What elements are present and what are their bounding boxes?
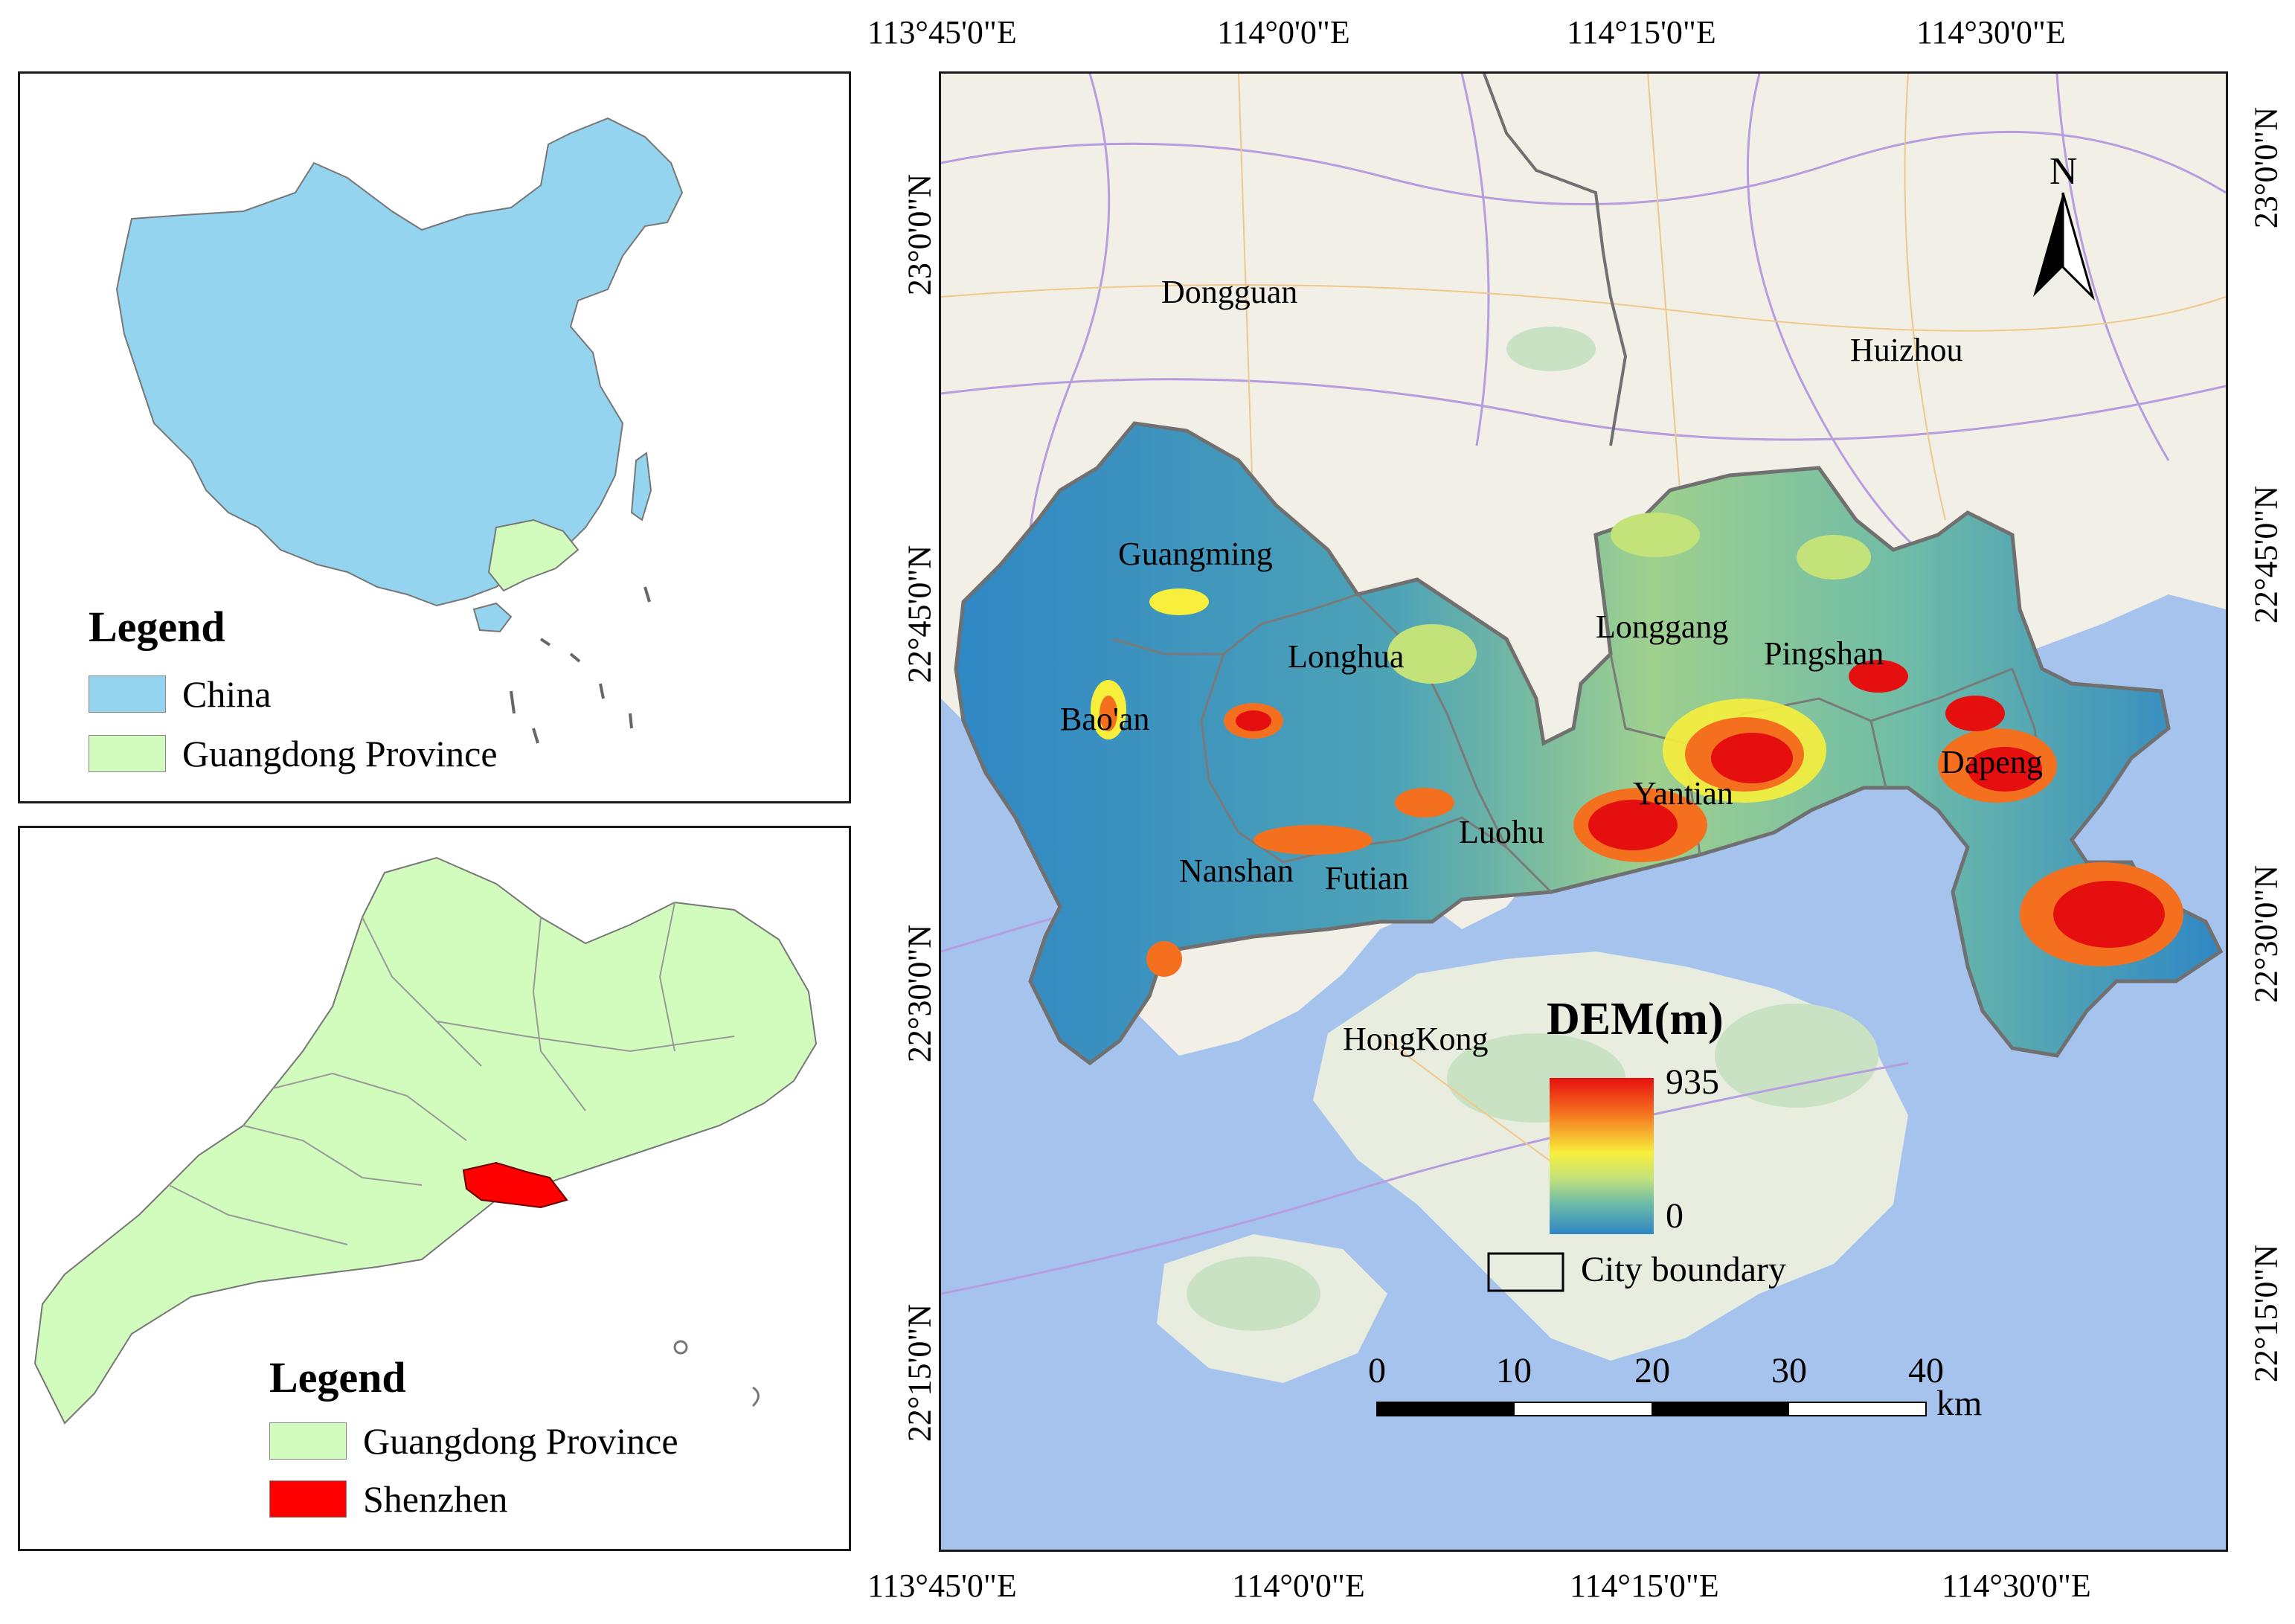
city-boundary-swatch (1487, 1252, 1564, 1292)
city-label-dongguan: Dongguan (1161, 274, 1298, 310)
gd-province-legend-label: Guangdong Province (363, 1420, 678, 1462)
lat-tick-right-4: 22°15'0"N (2247, 1244, 2285, 1383)
scale-tick-10: 10 (1496, 1351, 1532, 1390)
gd-province-swatch (269, 1422, 347, 1460)
china-legend-item-china: China (89, 673, 271, 716)
prefecture-borders (168, 902, 735, 1245)
scale-unit: km (1936, 1384, 1983, 1423)
district-label-futian: Futian (1325, 860, 1409, 896)
scale-tick-40: 40 (1908, 1351, 1944, 1390)
guangdong-map (33, 856, 818, 1425)
district-label-baoan: Bao'an (1060, 701, 1150, 737)
guangdong-inset-panel: Legend Guangdong Province Shenzhen (18, 826, 851, 1551)
dem-max-value: 935 (1666, 1062, 1719, 1102)
china-swatch (89, 675, 166, 713)
district-label-pingshan: Pingshan (1764, 635, 1884, 672)
scale-tick-0: 0 (1368, 1351, 1386, 1390)
guangdong-legend-label: Guangdong Province (182, 733, 498, 774)
china-legend-item-guangdong: Guangdong Province (89, 732, 498, 775)
dem-legend-title: DEM(m) (1547, 994, 1724, 1044)
shenzhen-dem-map-panel: Dongguan Huizhou HongKong Guangming Long… (939, 71, 2228, 1552)
lon-tick-top-1: 113°45'0"E (867, 14, 1017, 51)
gd-legend-item-shenzhen: Shenzhen (269, 1477, 507, 1521)
guangdong-shape (487, 519, 580, 592)
north-label: N (2050, 150, 2078, 193)
lat-tick-left-1: 23°0'0"N (901, 173, 938, 296)
china-legend-title: Legend (89, 603, 225, 651)
dem-color-ramp (1550, 1078, 1654, 1234)
guangdong-swatch (89, 735, 166, 772)
district-label-nanshan: Nanshan (1179, 853, 1294, 889)
lon-tick-top-3: 114°15'0"E (1567, 14, 1716, 51)
lat-tick-right-2: 22°45'0"N (2247, 485, 2285, 624)
hainan-island (472, 602, 513, 633)
lat-tick-left-2: 22°45'0"N (901, 545, 938, 684)
gd-legend-item-guangdong: Guangdong Province (269, 1419, 678, 1463)
china-map (115, 117, 684, 744)
guangdong-islands (673, 1340, 760, 1408)
lon-tick-top-4: 114°30'0"E (1916, 14, 2066, 51)
city-boundary-label: City boundary (1581, 1250, 1786, 1289)
china-legend-label: China (182, 673, 272, 715)
district-label-luohu: Luohu (1459, 814, 1544, 850)
lat-tick-right-3: 22°30'0"N (2247, 864, 2285, 1004)
taiwan-island (630, 452, 652, 521)
dongguan-huizhou-boundary (1483, 74, 1628, 446)
scale-tick-20: 20 (1634, 1351, 1670, 1390)
district-label-longgang: Longgang (1596, 609, 1729, 645)
district-label-yantian: Yantian (1633, 775, 1733, 812)
shenzhen-shape (462, 1161, 568, 1209)
city-label-hongkong: HongKong (1343, 1021, 1489, 1057)
scale-bar (1376, 1402, 1927, 1416)
scale-tick-30: 30 (1771, 1351, 1807, 1390)
lon-tick-bottom-1: 113°45'0"E (867, 1567, 1017, 1604)
minor-roads (941, 74, 2226, 1205)
dem-min-value: 0 (1666, 1196, 1683, 1236)
city-label-huizhou: Huizhou (1850, 332, 1963, 368)
lat-tick-left-3: 22°30'0"N (901, 924, 938, 1063)
district-label-dapeng: Dapeng (1941, 744, 2043, 780)
north-arrow-icon (2033, 192, 2096, 301)
lat-tick-left-4: 22°15'0"N (901, 1303, 938, 1442)
shenzhen-swatch (269, 1480, 347, 1518)
district-label-longhua: Longhua (1288, 638, 1405, 675)
shenzhen-legend-label: Shenzhen (363, 1478, 508, 1520)
lat-tick-right-1: 23°0'0"N (2247, 106, 2285, 229)
south-sea-islands (510, 586, 651, 744)
lon-tick-bottom-2: 114°0'0"E (1232, 1567, 1365, 1604)
dem-highlands (1091, 513, 2183, 977)
district-label-guangming: Guangming (1118, 536, 1273, 572)
lon-tick-top-2: 114°0'0"E (1217, 14, 1350, 51)
lon-tick-bottom-3: 114°15'0"E (1570, 1567, 1719, 1604)
china-inset-panel: Legend China Guangdong Province (18, 71, 851, 803)
china-shape (115, 117, 684, 607)
guangdong-legend-title: Legend (269, 1353, 406, 1402)
lon-tick-bottom-4: 114°30'0"E (1942, 1567, 2091, 1604)
guangdong-province-shape (33, 856, 818, 1425)
shenzhen-dem-map (941, 74, 2226, 1416)
